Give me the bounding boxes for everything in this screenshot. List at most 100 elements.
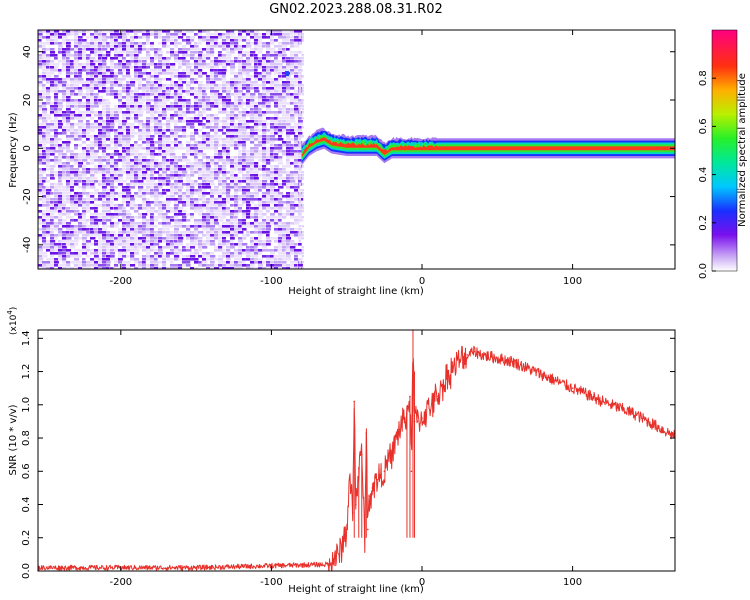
noise-cell [122,168,127,171]
noise-cell [242,78,247,81]
noise-cell [278,123,282,126]
snr-point [195,566,197,569]
noise-cell [102,153,106,156]
noise-cell [158,228,163,231]
noise-cell [106,171,111,174]
noise-cell [146,234,152,237]
noise-cell [206,54,211,57]
noise-cell [186,54,192,57]
noise-cell [58,162,63,165]
noise-cell [278,216,284,219]
noise-cell [198,75,203,78]
noise-cell [162,228,166,231]
noise-cell [298,177,302,180]
noise-cell [278,87,283,90]
noise-cell [82,141,86,144]
noise-cell [274,132,278,135]
noise-cell [206,144,211,147]
noise-cell [90,63,96,66]
noise-cell [66,159,72,162]
noise-cell [42,156,46,159]
noise-cell [198,168,202,171]
noise-cell [74,135,78,138]
noise-cell [194,156,198,159]
noise-cell [90,183,95,186]
noise-cell [82,117,87,120]
noise-cell [238,51,243,54]
noise-cell [70,111,76,114]
noise-cell [222,192,227,195]
noise-cell [82,33,86,36]
noise-cell [258,45,263,48]
noise-cell [122,243,127,246]
noise-cell [250,180,254,183]
snr-xlabel: Height of straight line (km) [288,584,424,595]
noise-cell [82,150,86,153]
noise-cell [266,237,271,240]
noise-cell [38,243,42,246]
noise-cell [82,231,86,234]
noise-cell [102,177,108,180]
noise-cell [50,147,56,150]
noise-cell [258,189,262,192]
noise-cell [46,240,51,243]
noise-cell [42,111,48,114]
noise-cell [134,225,139,228]
noise-cell [258,114,263,117]
noise-cell [198,171,203,174]
noise-cell [214,126,220,129]
noise-cell [98,123,104,126]
noise-cell [98,126,103,129]
noise-cell [58,60,62,63]
noise-cell [110,231,116,234]
noise-cell [66,186,71,189]
noise-cell [206,81,212,84]
noise-cell [246,165,251,168]
noise-cell [42,129,46,132]
noise-cell [54,120,59,123]
noise-cell [50,255,55,258]
noise-cell [166,51,170,54]
noise-cell [126,222,131,225]
noise-cell [278,117,282,120]
noise-cell [290,195,295,198]
noise-cell [270,180,276,183]
noise-cell [282,165,287,168]
noise-cell [162,78,167,81]
noise-cell [186,135,192,138]
noise-cell [78,153,83,156]
noise-cell [174,135,180,138]
noise-cell [286,57,292,60]
noise-cell [70,126,75,129]
noise-cell [38,180,43,183]
noise-cell [50,102,56,105]
noise-cell [218,192,223,195]
noise-cell [146,99,151,102]
noise-cell [102,264,107,267]
noise-cell [170,240,174,243]
noise-cell [242,228,247,231]
noise-cell [301,174,305,177]
noise-cell [126,213,132,216]
noise-cell [294,51,299,54]
noise-cell [278,105,282,108]
noise-cell [38,126,43,129]
noise-cell [190,174,195,177]
noise-cell [126,51,132,54]
noise-cell [286,141,291,144]
noise-cell [54,252,59,255]
noise-cell [78,36,83,39]
noise-cell [234,225,238,228]
noise-cell [246,75,251,78]
noise-cell [286,120,291,123]
noise-cell [254,54,258,57]
noise-cell [190,267,194,269]
noise-cell [70,204,75,207]
noise-cell [270,78,276,81]
noise-cell [58,33,63,36]
noise-cell [238,54,242,57]
noise-cell [262,60,267,63]
noise-cell [102,105,108,108]
noise-cell [254,129,258,132]
snr-point [415,412,417,414]
